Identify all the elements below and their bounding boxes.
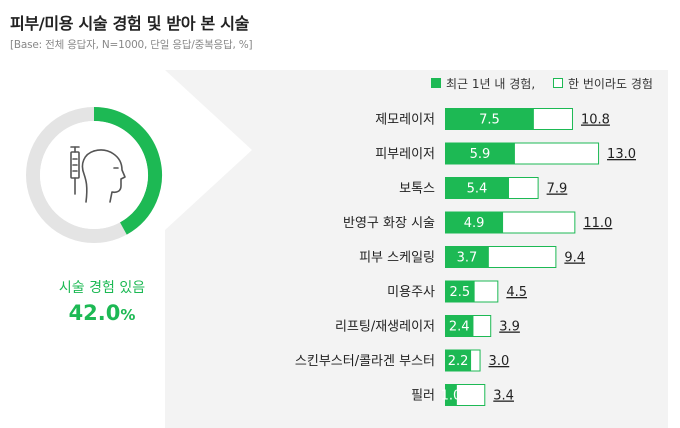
- value-label-recent: 2.5: [449, 285, 470, 300]
- donut-chart: [26, 107, 162, 243]
- bar-recent: [445, 211, 504, 234]
- category-label: 리프팅/재생레이저: [335, 320, 435, 335]
- category-label: 피부 스케일링: [359, 251, 435, 266]
- category-label: 스킨부스터/콜라겐 부스터: [295, 354, 435, 369]
- value-label-recent: 4.9: [464, 216, 485, 231]
- value-label-recent: 7.5: [479, 113, 500, 128]
- value-label-ever: 4.5: [506, 285, 527, 300]
- bar-recent: [445, 246, 489, 268]
- bar-recent: [445, 280, 475, 303]
- value-label-ever: 9.4: [564, 251, 585, 266]
- category-label: 제모레이저: [375, 113, 435, 128]
- bar-recent: [445, 384, 457, 406]
- donut-value-number: 42.0: [69, 301, 121, 325]
- donut-value: 42.0%: [69, 301, 136, 325]
- donut-center: [40, 121, 148, 229]
- category-label: 미용주사: [387, 285, 435, 300]
- donut-value-unit: %: [120, 306, 135, 324]
- value-label-ever: 10.8: [581, 113, 610, 128]
- bar-recent: [445, 108, 534, 130]
- bar-recent: [445, 177, 509, 199]
- bar-recent: [445, 315, 474, 337]
- value-label-ever: 3.4: [493, 389, 514, 404]
- value-label-recent: 1.0: [441, 389, 462, 404]
- category-label: 피부레이저: [375, 147, 435, 162]
- legend-label-ever: 한 번이라도 경험: [568, 77, 653, 91]
- donut-label: 시술 경험 있음: [59, 280, 145, 296]
- value-label-recent: 3.7: [457, 251, 478, 266]
- value-label-recent: 5.4: [467, 182, 488, 197]
- value-label-ever: 13.0: [607, 147, 636, 162]
- value-label-recent: 5.9: [470, 147, 491, 162]
- legend-label-recent: 최근 1년 내 경험,: [446, 77, 535, 91]
- chart-subtitle: [Base: 전체 응답자, N=1000, 단일 응답/중복응답, %]: [10, 39, 253, 51]
- value-label-ever: 7.9: [547, 182, 568, 197]
- bar-chart: 제모레이저 7.5 10.8 피부레이저 5.9 13.0 보톡스 5.4 7.9 반영구 화장 …: [295, 108, 636, 406]
- bar-recent: [445, 349, 472, 372]
- value-label-recent: 2.2: [448, 354, 469, 369]
- legend-swatch-recent: [431, 78, 441, 88]
- category-label: 필러: [411, 389, 435, 404]
- legend: 최근 1년 내 경험, 한 번이라도 경험: [431, 77, 653, 91]
- category-label: 보톡스: [399, 182, 435, 197]
- value-label-ever: 3.9: [499, 320, 520, 335]
- face-syringe-icon: [70, 146, 126, 203]
- value-label-ever: 11.0: [583, 216, 612, 231]
- category-label: 반영구 화장 시술: [343, 216, 435, 231]
- bar-recent: [445, 142, 515, 165]
- value-label-recent: 2.4: [449, 320, 470, 335]
- legend-swatch-ever: [553, 78, 563, 88]
- donut-value-arc: [93, 107, 162, 235]
- value-label-ever: 3.0: [489, 354, 510, 369]
- chart-title: 피부/미용 시술 경험 및 받아 본 시술: [10, 14, 250, 33]
